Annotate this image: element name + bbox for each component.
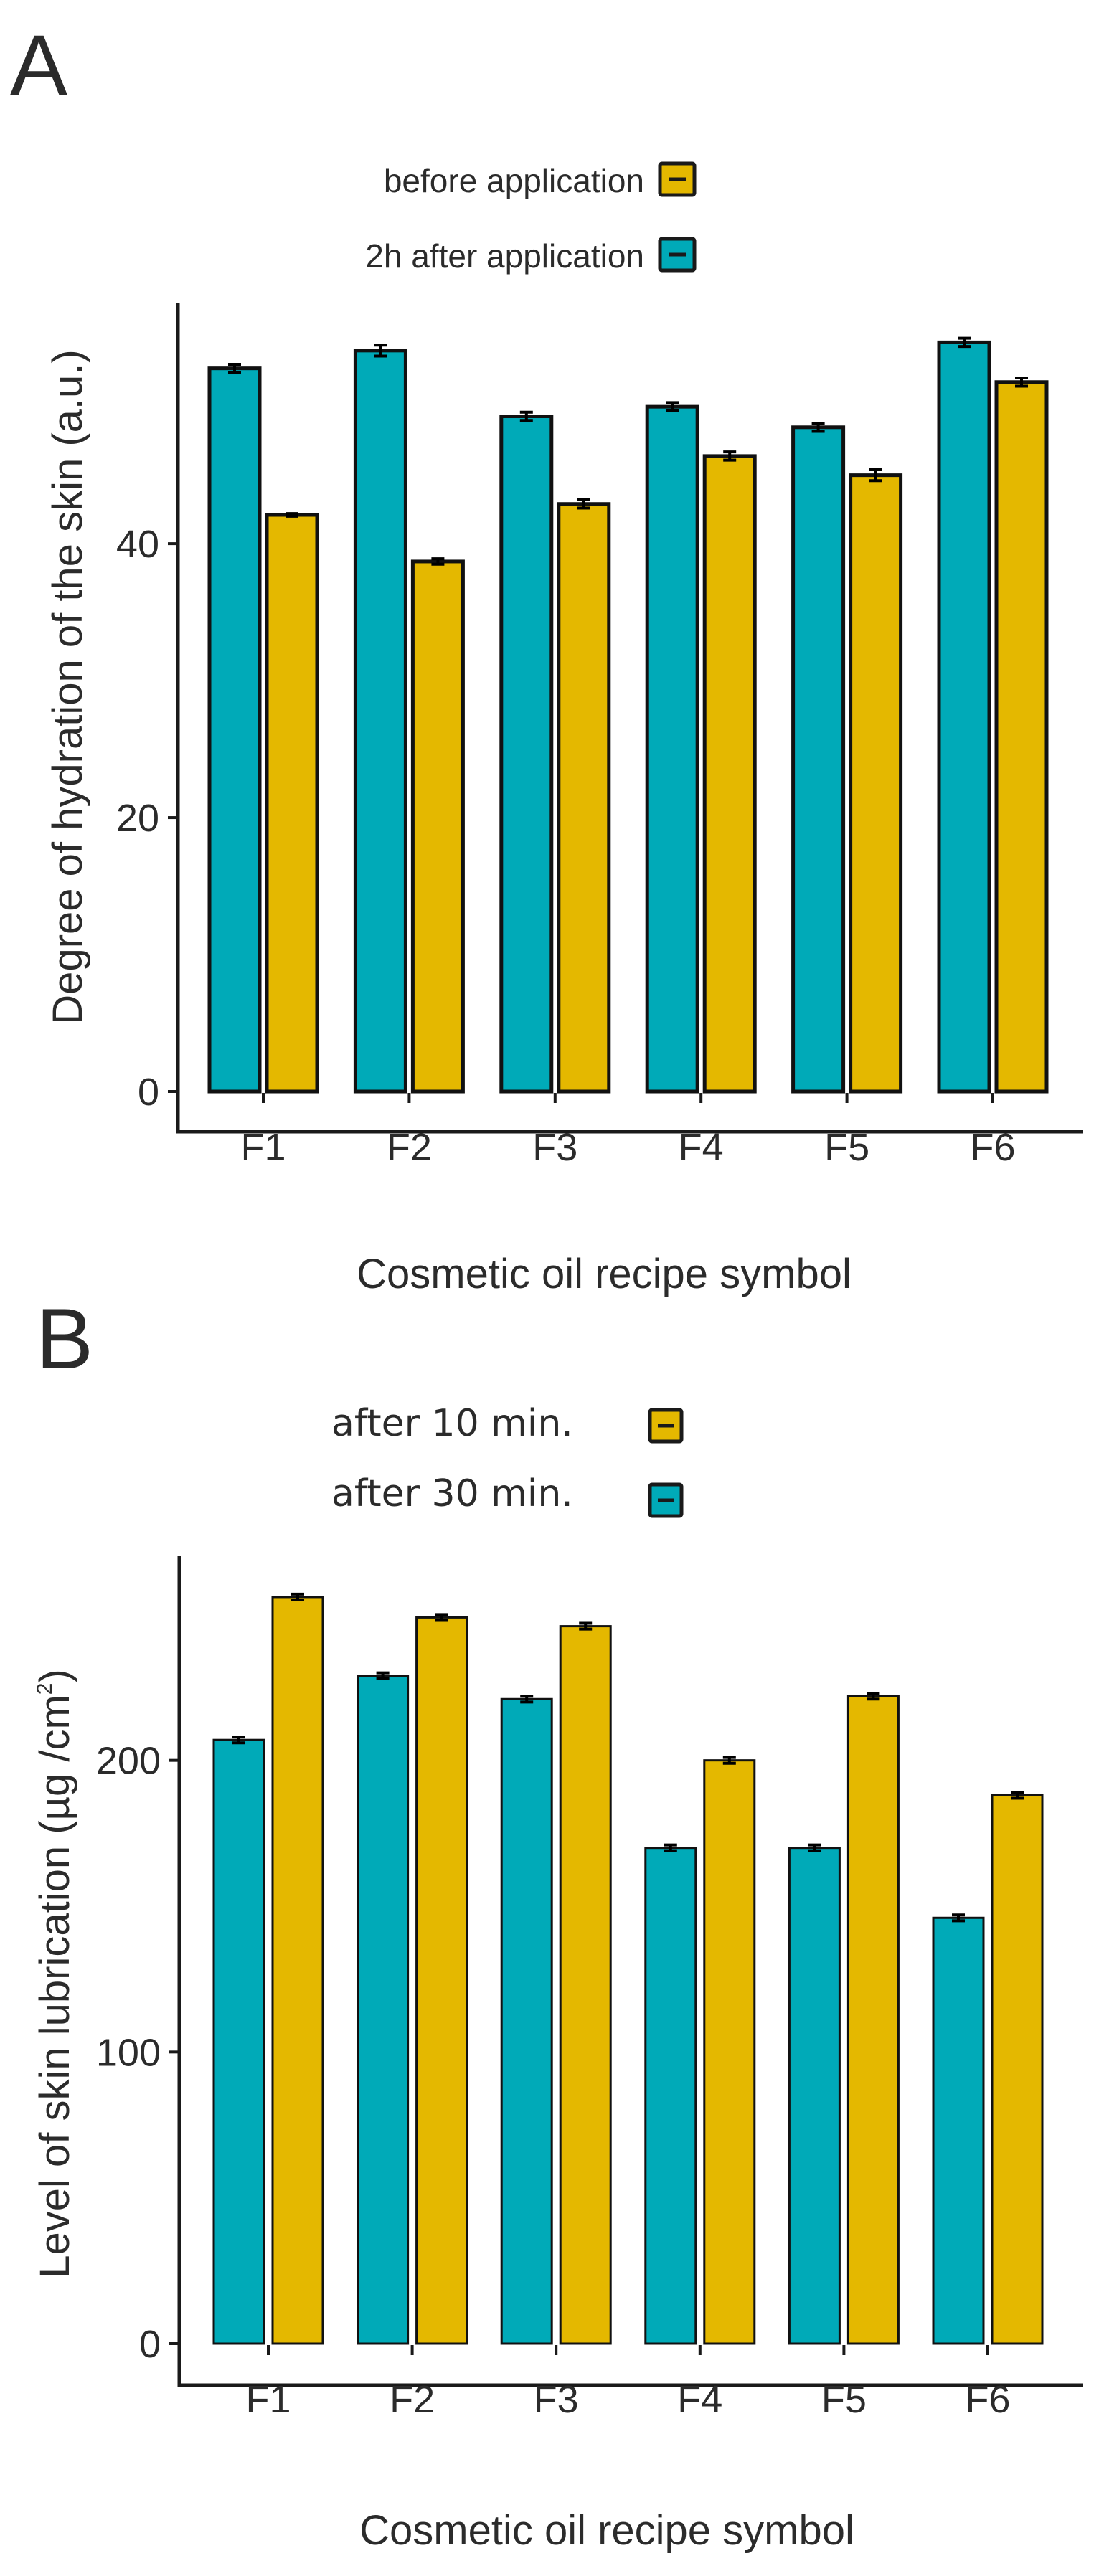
panel-b-y-axis-title-main: Level of skin lubrication (µg /cm xyxy=(32,1695,78,2278)
panel-a-x-tick-label: F4 xyxy=(679,1126,724,1169)
panel-b-y-tick-label: 0 xyxy=(139,2323,161,2366)
panel-b-bar-f2-teal xyxy=(357,1675,410,2345)
panel-b-y-axis-title-sup: 2 xyxy=(33,1683,57,1695)
panel-b-bar-f1-teal xyxy=(212,1738,265,2345)
panel-a-x-tick-label: F6 xyxy=(970,1126,1015,1169)
panel-b-bar-f4-teal xyxy=(644,1847,697,2345)
panel-b-bar-f5-teal xyxy=(788,1847,841,2345)
panel-b-y-tick-label: 100 xyxy=(96,2031,161,2074)
panel-b-bar-f6-gold xyxy=(991,1794,1044,2345)
legend-a-label-1: 2h after application xyxy=(365,237,644,275)
panel-b-y-ticks: 0 100 200 xyxy=(96,1740,179,2366)
panel-a-x-axis-title: Cosmetic oil recipe symbol xyxy=(357,1251,852,1297)
panel-b-x-tick-label: F4 xyxy=(677,2378,722,2421)
panel-a-x-ticks: F1 F2 F3 F4 F5 F6 xyxy=(240,1093,1016,1169)
panel-a-x-tick-label: F3 xyxy=(532,1126,577,1169)
panel-a-bar-f5-gold xyxy=(849,473,903,1094)
panel-a-x-tick-label: F1 xyxy=(240,1126,286,1169)
legend-b-label-1: after 30 min. xyxy=(331,1472,573,1515)
panel-b-x-axis-title: Cosmetic oil recipe symbol xyxy=(359,2507,854,2554)
panel-b-x-tick-label: F5 xyxy=(821,2378,867,2421)
panel-b-x-tick-label: F3 xyxy=(534,2378,579,2421)
legend-a-label-0: before application xyxy=(384,162,644,199)
panel-a-bar-f4-gold xyxy=(702,454,757,1094)
panel-b-bar-f6-teal xyxy=(932,1916,985,2345)
panel-a-bar-f4-teal xyxy=(645,404,699,1094)
panel-a-y-tick-label: 20 xyxy=(116,797,159,840)
panel-b-bar-f2-gold xyxy=(415,1616,468,2345)
panel-a-bar-f2-gold xyxy=(410,559,465,1094)
panel-a-bars xyxy=(207,336,1049,1094)
panel-a-bar-f2-teal xyxy=(353,349,407,1094)
panel-a-letter: A xyxy=(10,17,67,113)
panel-b-y-axis-title: Level of skin lubrication (µg /cm2) xyxy=(32,1669,78,2278)
panel-a-bar-f1-gold xyxy=(265,513,319,1094)
panel-b-bar-f3-teal xyxy=(500,1697,553,2345)
panel-b-y-axis-title-end: ) xyxy=(32,1669,78,1682)
panel-b-bar-f1-gold xyxy=(271,1596,324,2345)
panel-b-x-tick-label: F2 xyxy=(390,2378,435,2421)
panel-b-letter: B xyxy=(36,1291,93,1387)
panel-a-bar-f6-gold xyxy=(994,380,1049,1094)
panel-a-y-ticks: 0 20 40 xyxy=(116,523,178,1114)
panel-a-y-axis-title: Degree of hydration of the skin (a.u.) xyxy=(44,349,91,1024)
panel-a-y-tick-label: 40 xyxy=(116,523,159,566)
panel-a-x-tick-label: F5 xyxy=(824,1126,869,1169)
panel-a-hydration-chart: A before application 2h after applicatio… xyxy=(10,17,1083,1297)
panel-a-bar-f3-teal xyxy=(499,415,554,1094)
panel-b-bars xyxy=(212,1592,1044,2345)
panel-b-legend: after 10 min. after 30 min. xyxy=(331,1402,684,1518)
panel-b-bar-f3-gold xyxy=(559,1625,612,2345)
panel-a-bar-f5-teal xyxy=(791,425,846,1094)
panel-b-x-tick-label: F1 xyxy=(245,2378,291,2421)
panel-b-bar-f5-gold xyxy=(846,1695,900,2345)
panel-b-y-tick-label: 200 xyxy=(96,1740,161,1783)
panel-b-x-tick-label: F6 xyxy=(965,2378,1010,2421)
panel-a-x-tick-label: F2 xyxy=(387,1126,432,1169)
panel-a-bar-f3-gold xyxy=(557,502,611,1094)
panel-a-bar-f1-teal xyxy=(207,366,262,1094)
panel-b-x-ticks: F1 F2 F3 F4 F5 F6 xyxy=(245,2345,1011,2421)
panel-a-y-tick-label: 0 xyxy=(138,1071,159,1114)
legend-b-label-0: after 10 min. xyxy=(331,1402,573,1445)
panel-a-legend: before application 2h after application xyxy=(365,161,697,275)
panel-a-bar-f6-teal xyxy=(937,340,991,1094)
panel-b-lubrication-chart: B after 10 min. after 30 min. 0 100 200 F1… xyxy=(32,1291,1083,2554)
panel-b-bar-f4-gold xyxy=(703,1759,756,2345)
